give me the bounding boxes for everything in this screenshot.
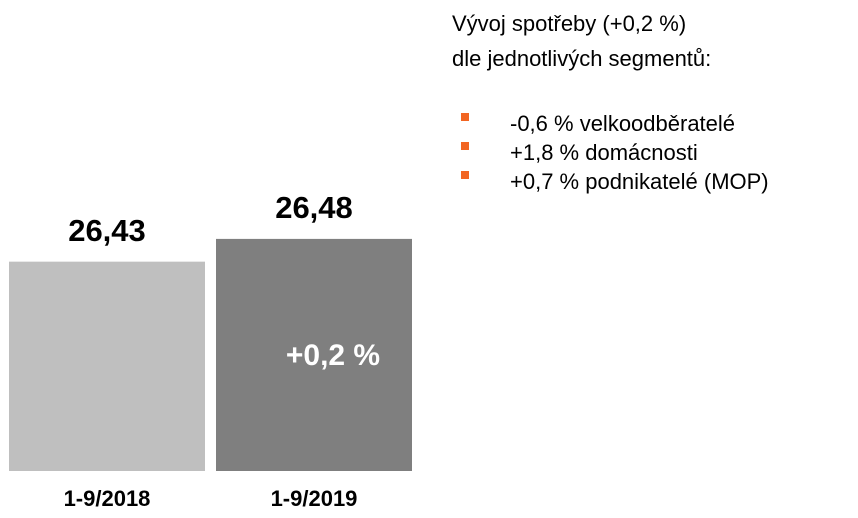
bar: [9, 261, 205, 471]
note-title: dle jednotlivých segmentů:: [452, 46, 711, 71]
note-item: -0,6 % velkoodběratelé: [510, 111, 735, 136]
note-title: Vývoj spotřeby (+0,2 %): [452, 11, 686, 36]
x-tick-label: 1-9/2019: [271, 486, 358, 511]
bar: [216, 238, 412, 471]
x-tick-label: 1-9/2018: [64, 486, 151, 511]
note-item: +1,8 % domácnosti: [510, 140, 698, 165]
bullet: [461, 113, 469, 121]
bullet: [461, 171, 469, 179]
bullet: [461, 142, 469, 150]
value-label: 26,48: [275, 190, 353, 225]
note-item: +0,7 % podnikatelé (MOP): [510, 169, 769, 194]
value-label: 26,43: [68, 213, 146, 248]
change-annotation: +0,2 %: [286, 339, 380, 372]
